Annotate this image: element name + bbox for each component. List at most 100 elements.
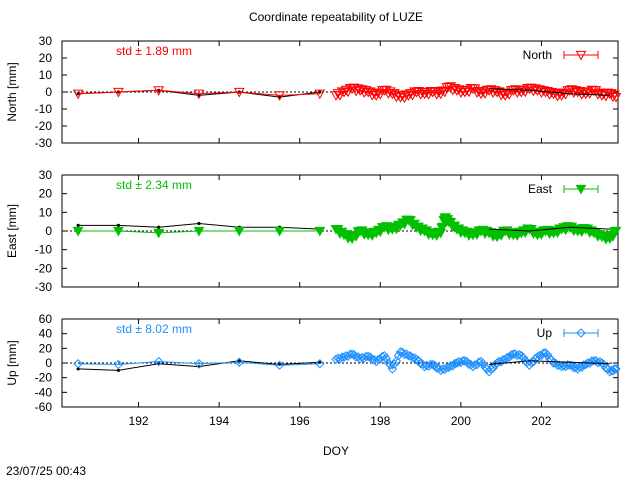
series-point (514, 350, 524, 360)
daily-solution-point (237, 359, 241, 363)
panel-north: 30 20 10 0 -10 -20 -30 North [mm] std ± 1.89 mm N… (5, 34, 622, 150)
legend-marker (575, 184, 587, 195)
daily-series-point (72, 226, 84, 237)
series-point (431, 363, 442, 373)
series-point (373, 354, 383, 365)
series-point (524, 84, 535, 95)
series-point (470, 360, 480, 370)
y-tick-label: 10 (39, 205, 53, 219)
late-solution-line (489, 360, 610, 365)
legend-marker (576, 328, 586, 338)
series-point (587, 356, 597, 366)
series-point (395, 347, 406, 357)
series-point (419, 89, 430, 100)
y-tick-label: 10 (39, 68, 53, 82)
series-point (595, 357, 605, 367)
series-point (512, 350, 522, 361)
x-tick-label: 194 (209, 414, 229, 428)
series-point (562, 360, 573, 370)
daily-series-point (193, 89, 205, 100)
series-point (335, 354, 345, 364)
series-point (534, 350, 545, 361)
y-tick-label: 0 (45, 224, 52, 238)
x-tick-label: 192 (129, 414, 149, 428)
late-solution-line (489, 88, 610, 96)
series-point (411, 87, 422, 98)
series-point (596, 91, 608, 101)
daily-series-point (314, 89, 326, 100)
panel-east: 30 20 10 0 -10 -20 -30 East [mm] std ± 2.34 mm Ea… (5, 168, 622, 294)
series-point (491, 87, 503, 98)
x-axis-label: DOY (323, 444, 349, 458)
series-point (363, 351, 373, 362)
series-point (611, 364, 621, 374)
y-axis-label: Up [mm] (5, 340, 19, 385)
series-point (415, 358, 426, 369)
late-solution-line (489, 226, 610, 232)
series-point (451, 86, 463, 96)
series-point (446, 361, 456, 371)
series-point (504, 352, 514, 363)
daily-series-point (72, 89, 84, 100)
series-point (608, 366, 618, 376)
daily-series-point (314, 226, 326, 237)
daily-series-point (315, 359, 325, 369)
series-point (360, 86, 372, 96)
series-point (443, 82, 455, 93)
series-point (564, 86, 576, 96)
series-point (395, 93, 406, 103)
y-axis-label: North [mm] (5, 62, 19, 121)
y-tick-label: -60 (35, 400, 53, 414)
series-point (540, 87, 551, 98)
daily-solution-point (116, 368, 121, 372)
series-point (542, 350, 553, 360)
series-point (488, 363, 498, 373)
series-point (345, 349, 355, 360)
y-tick-label: -20 (35, 119, 53, 133)
y-tick-label: 20 (39, 51, 53, 65)
daily-series-point (153, 228, 165, 239)
y-tick-label: 40 (39, 327, 53, 341)
series-point (403, 350, 414, 361)
series-point (385, 360, 396, 370)
daily-solution-point (318, 90, 322, 94)
x-tick-label: 202 (531, 414, 551, 428)
daily-series-point (113, 87, 124, 98)
x-tick-label: 200 (451, 414, 471, 428)
series-point (385, 87, 396, 98)
daily-series-point (193, 226, 205, 237)
daily-solution-point (76, 367, 80, 371)
x-tick-label: 198 (370, 414, 390, 428)
chart-title: Coordinate repeatability of LUZE (249, 10, 423, 24)
daily-series-point (153, 86, 165, 96)
daily-series-point (113, 226, 124, 237)
series-point (564, 360, 575, 370)
series-point (381, 353, 392, 364)
y-tick-label: -10 (35, 243, 53, 257)
series-point (502, 352, 512, 363)
series-point (606, 365, 617, 376)
series-point (354, 86, 366, 96)
daily-solution-point (157, 225, 161, 229)
series-point (496, 357, 506, 367)
y-tick-label: -10 (35, 102, 53, 116)
daily-series-point (233, 226, 245, 237)
y-tick-label: -20 (35, 261, 53, 275)
series-point (548, 89, 559, 100)
legend-label: East (528, 182, 553, 196)
series-point (362, 87, 374, 98)
y-tick-label: 20 (39, 187, 53, 201)
series-point (347, 349, 357, 359)
series-point (572, 87, 584, 98)
legend-marker (575, 50, 587, 61)
series-point (507, 86, 519, 96)
series-point (609, 364, 620, 374)
series-point (468, 361, 478, 372)
series-point (575, 362, 585, 372)
series-point (387, 89, 398, 100)
y-tick-label: -30 (35, 136, 53, 150)
std-annotation: std ± 8.02 mm (116, 322, 192, 336)
daily-solution-point (76, 223, 80, 227)
